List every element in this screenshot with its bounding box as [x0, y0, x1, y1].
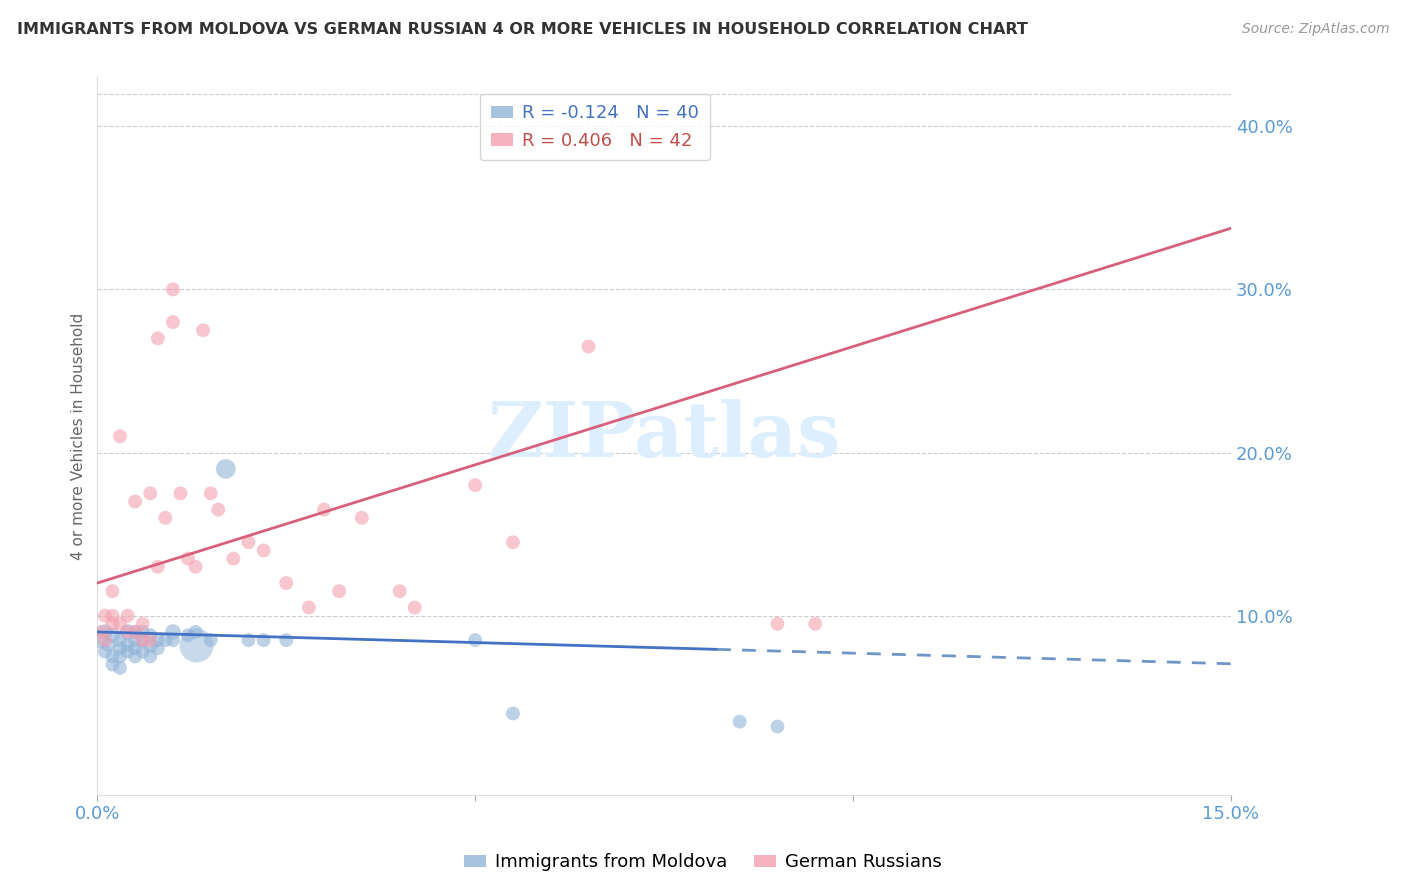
Point: [162, 633, 184, 648]
Y-axis label: 4 or more Vehicles in Household: 4 or more Vehicles in Household: [72, 312, 86, 560]
Point: [464, 633, 486, 648]
Legend: R = -0.124   N = 40, R = 0.406   N = 42: R = -0.124 N = 40, R = 0.406 N = 42: [481, 94, 710, 161]
Point: [766, 616, 789, 631]
Point: [117, 608, 139, 623]
Point: [97, 638, 120, 652]
Point: [200, 486, 222, 500]
Point: [200, 633, 222, 648]
Point: [502, 535, 524, 549]
Point: [155, 510, 177, 524]
Point: [131, 616, 153, 631]
Point: [108, 429, 131, 443]
Point: [312, 502, 335, 516]
Point: [298, 600, 321, 615]
Point: [146, 331, 169, 345]
Point: [90, 624, 112, 639]
Point: [502, 706, 524, 721]
Point: [94, 608, 117, 623]
Point: [101, 657, 124, 672]
Point: [184, 638, 207, 652]
Point: [146, 559, 169, 574]
Point: [191, 323, 214, 337]
Point: [131, 633, 153, 648]
Point: [139, 633, 162, 648]
Point: [728, 714, 751, 729]
Point: [388, 584, 411, 599]
Point: [124, 624, 146, 639]
Point: [108, 661, 131, 675]
Point: [139, 649, 162, 664]
Text: IMMIGRANTS FROM MOLDOVA VS GERMAN RUSSIAN 4 OR MORE VEHICLES IN HOUSEHOLD CORREL: IMMIGRANTS FROM MOLDOVA VS GERMAN RUSSIA…: [17, 22, 1028, 37]
Point: [578, 340, 600, 354]
Point: [108, 649, 131, 664]
Point: [162, 315, 184, 329]
Point: [238, 535, 260, 549]
Point: [117, 624, 139, 639]
Point: [162, 283, 184, 297]
Point: [177, 628, 200, 642]
Point: [131, 624, 153, 639]
Point: [117, 644, 139, 658]
Point: [766, 720, 789, 734]
Point: [215, 462, 238, 476]
Point: [108, 633, 131, 648]
Point: [139, 628, 162, 642]
Point: [101, 628, 124, 642]
Point: [131, 644, 153, 658]
Point: [328, 584, 350, 599]
Point: [350, 510, 373, 524]
Point: [162, 624, 184, 639]
Point: [155, 633, 177, 648]
Point: [276, 576, 298, 591]
Point: [108, 641, 131, 656]
Point: [94, 633, 117, 648]
Point: [804, 616, 827, 631]
Point: [146, 633, 169, 648]
Point: [101, 649, 124, 664]
Point: [238, 633, 260, 648]
Point: [139, 638, 162, 652]
Point: [124, 494, 146, 508]
Point: [464, 478, 486, 492]
Point: [404, 600, 426, 615]
Point: [124, 649, 146, 664]
Point: [252, 633, 274, 648]
Point: [101, 608, 124, 623]
Point: [124, 633, 146, 648]
Point: [131, 633, 153, 648]
Point: [124, 641, 146, 656]
Point: [184, 624, 207, 639]
Point: [101, 584, 124, 599]
Point: [117, 624, 139, 639]
Point: [108, 616, 131, 631]
Point: [146, 641, 169, 656]
Point: [207, 502, 229, 516]
Point: [101, 616, 124, 631]
Point: [184, 559, 207, 574]
Point: [117, 638, 139, 652]
Point: [90, 633, 112, 648]
Point: [222, 551, 245, 566]
Point: [139, 486, 162, 500]
Point: [169, 486, 191, 500]
Point: [124, 624, 146, 639]
Point: [177, 551, 200, 566]
Text: Source: ZipAtlas.com: Source: ZipAtlas.com: [1241, 22, 1389, 37]
Point: [94, 644, 117, 658]
Legend: Immigrants from Moldova, German Russians: Immigrants from Moldova, German Russians: [457, 847, 949, 879]
Point: [94, 624, 117, 639]
Point: [252, 543, 274, 558]
Text: ZIPatlas: ZIPatlas: [488, 400, 841, 474]
Point: [276, 633, 298, 648]
